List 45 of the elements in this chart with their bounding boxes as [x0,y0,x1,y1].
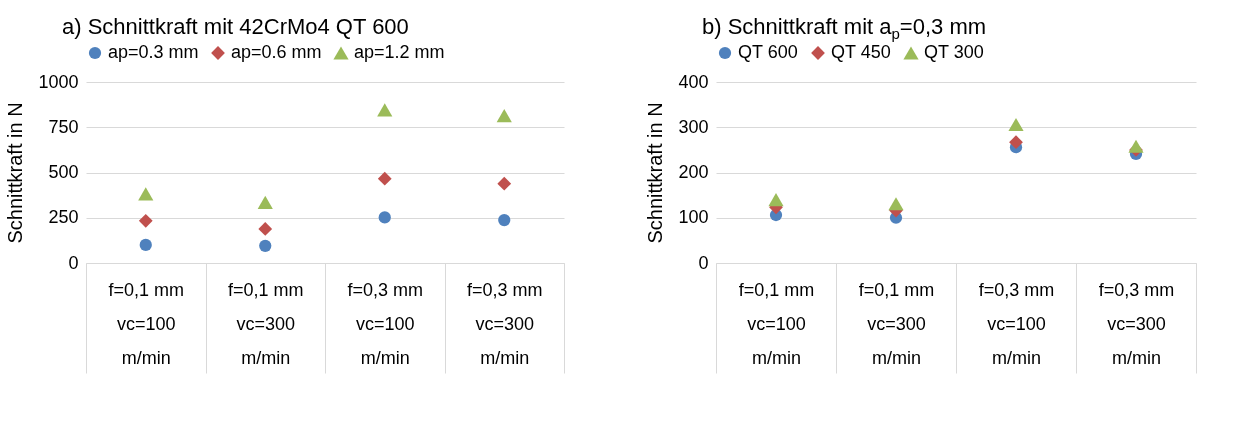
legend-label: ap=0.3 mm [108,42,199,62]
y-tick-label: 0 [698,252,709,273]
point [258,222,273,236]
y-tick-label: 200 [678,162,709,182]
point [257,195,273,209]
y-tick-label: 500 [48,162,79,182]
x-tick-label: f=0,1 mm vc=300 m/min [858,279,935,368]
point [1008,117,1024,132]
x-tick-label: f=0,3 mm vc=100 m/min [347,279,424,368]
point [1009,135,1023,150]
legend-label: QT 600 [738,42,798,62]
point [138,187,154,201]
legend-label: QT 450 [831,42,891,62]
point [377,171,392,186]
legend-label: QT 300 [924,42,984,62]
x-tick-label: f=0,3 mm vc=100 m/min [978,279,1055,368]
y-tick-label: 100 [678,207,709,228]
y-tick-label: 400 [678,71,709,92]
point [139,238,152,252]
y-tick-label: 750 [48,116,79,137]
y-tick-label: 1000 [38,71,79,92]
y-axis-title: Schnittkraft in N [644,102,667,244]
x-tick-label: f=0,1 mm vc=100 m/min [738,279,815,368]
point [496,109,512,123]
point [1128,139,1144,153]
x-tick-label: f=0,3 mm vc=300 m/min [1098,279,1175,368]
point [378,211,391,224]
point [377,103,393,117]
point [259,239,272,252]
y-axis-title: Schnittkraft in N [4,102,27,244]
point [768,193,784,207]
chart-title: a) Schnittkraft mit 42CrMo4 QT 600 [62,14,409,39]
chart-title: b) Schnittkraft mit a$_{p}$=0,3 mm [702,14,987,43]
y-tick-label: 0 [68,252,79,273]
point [888,197,904,211]
point [138,213,153,228]
legend-label: ap=0.6 mm [231,42,322,62]
x-tick-label: f=0,1 mm vc=100 m/min [108,279,185,368]
y-tick-label: 250 [48,207,79,228]
y-tick-label: 300 [678,116,709,137]
point [497,176,512,191]
x-tick-label: f=0,1 mm vc=300 m/min [227,279,304,368]
point [498,213,511,227]
legend-label: ap=1.2 mm [354,42,445,62]
x-tick-label: f=0,3 mm vc=300 m/min [466,279,543,368]
